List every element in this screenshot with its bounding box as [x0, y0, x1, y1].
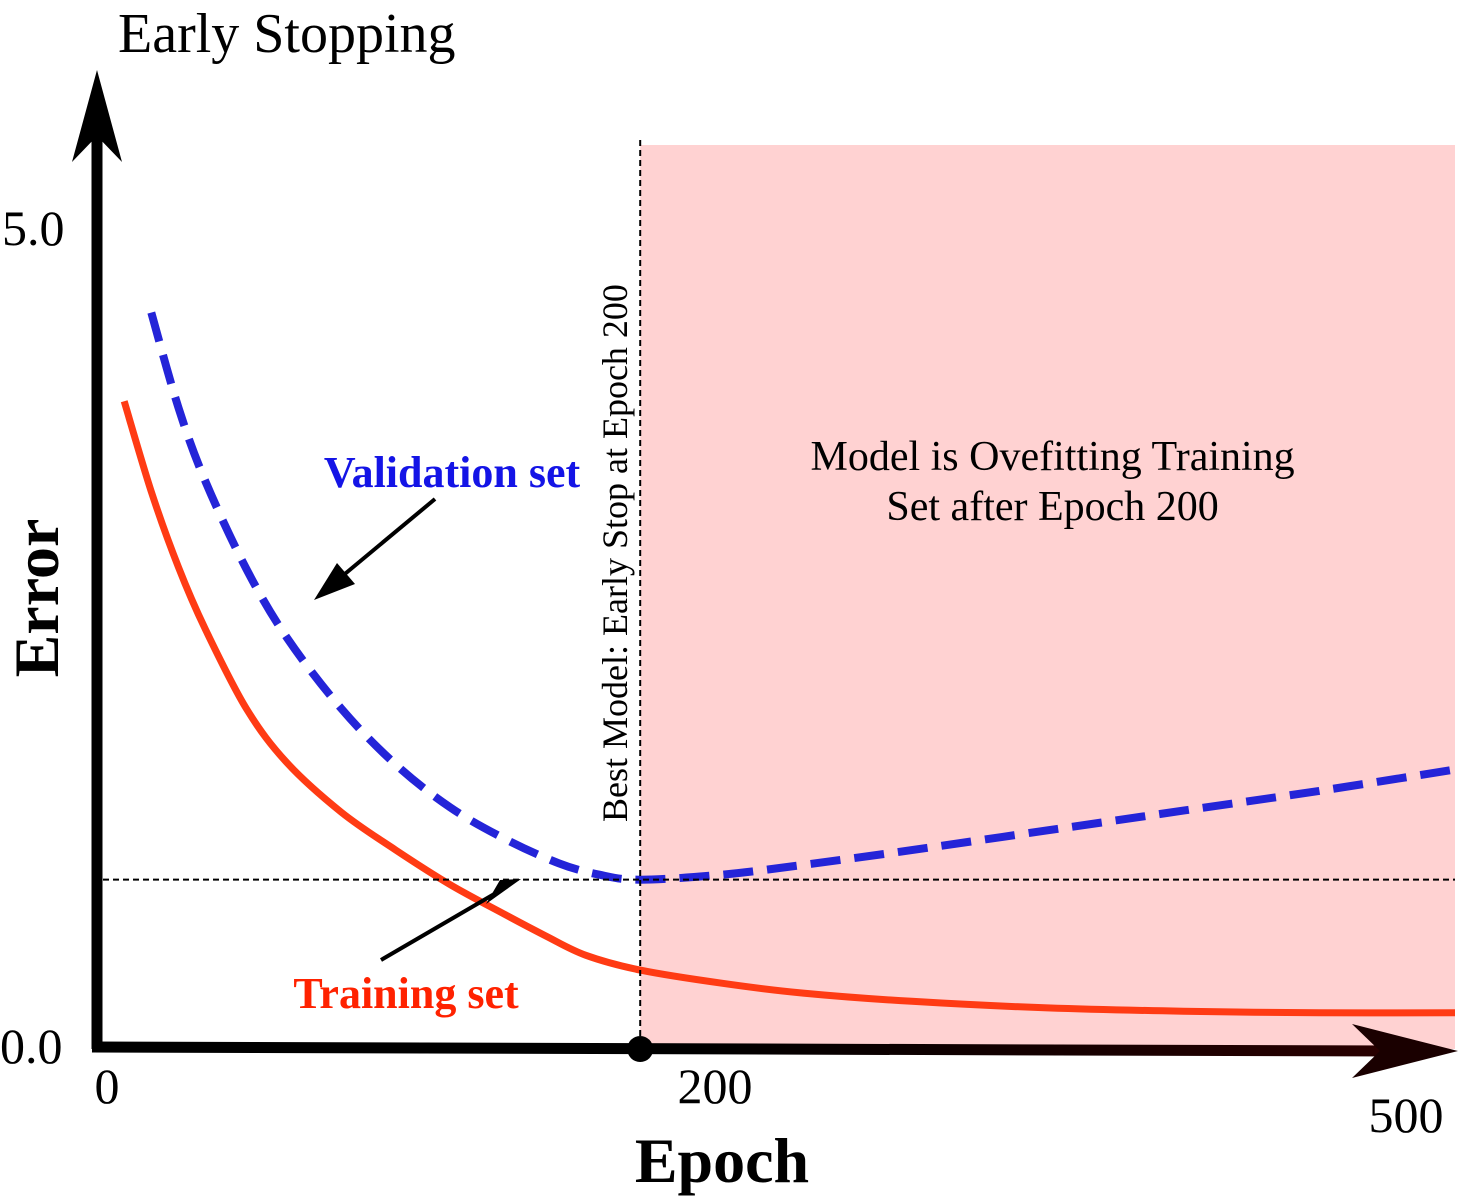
validation-set-annotation: Validation set — [324, 448, 581, 497]
chart-title: Early Stopping — [118, 3, 456, 65]
series-line-training — [120, 400, 1456, 1017]
overfitting-label-line-1: Model is Ovefitting Training — [810, 434, 1294, 480]
training-arrow-shaft — [379, 891, 498, 962]
x-axis-label: Epoch — [635, 1125, 809, 1196]
x-axis-arrowhead — [1352, 1024, 1458, 1078]
best-model-label: Best Model: Early Stop at Epoch 200 — [595, 284, 635, 822]
validation-arrow-shaft — [338, 497, 437, 580]
training-set-annotation: Training set — [293, 969, 519, 1018]
x-tick-label-200: 200 — [678, 1058, 753, 1114]
overfitting-region — [640, 145, 1455, 1049]
validation-arrow-head — [314, 563, 355, 600]
training-arrow-head — [486, 879, 521, 904]
y-tick-label-5: 5.0 — [2, 200, 65, 256]
overfitting-label-line-2: Set after Epoch 200 — [886, 484, 1218, 530]
x-tick-label-0: 0 — [95, 1058, 120, 1114]
series-line-validation — [147, 311, 1456, 884]
y-axis-label: Error — [1, 519, 72, 678]
series-layer — [120, 311, 1456, 1017]
x-axis — [91, 1041, 1401, 1057]
y-tick-label-0: 0.0 — [0, 1018, 63, 1074]
y-axis-arrowhead — [72, 70, 122, 162]
x-tick-label-500: 500 — [1369, 1087, 1444, 1143]
epoch-200-marker — [627, 1036, 654, 1062]
